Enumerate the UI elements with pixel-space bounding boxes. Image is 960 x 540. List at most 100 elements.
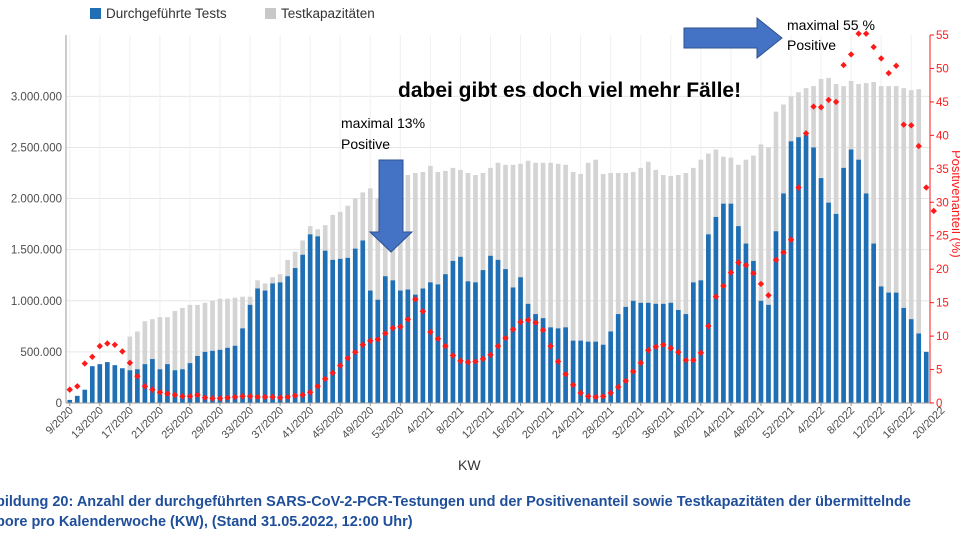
x-tick-label: 40/2021 xyxy=(670,405,707,442)
test-bar xyxy=(473,282,478,403)
positive-share-point xyxy=(599,393,607,400)
y2-tick-label: 35 xyxy=(936,164,949,176)
test-bar xyxy=(67,399,73,403)
test-bar xyxy=(120,368,125,403)
test-bar xyxy=(585,341,591,403)
positive-share-point xyxy=(276,394,284,401)
test-bar xyxy=(743,243,749,403)
positive-share-point xyxy=(239,393,246,400)
test-bar xyxy=(165,364,170,403)
y2-tick-label: 15 xyxy=(936,298,949,310)
test-bar xyxy=(721,203,726,403)
test-bar xyxy=(856,159,861,403)
test-bar xyxy=(848,149,854,403)
x-tick-label: 4/2022 xyxy=(795,405,827,437)
capacity-bar xyxy=(660,175,666,403)
mid-annotation-line2: Positive xyxy=(341,136,390,152)
capacity-bar xyxy=(886,86,892,403)
positive-share-point xyxy=(862,30,870,37)
y-tick-label: 3.000.000 xyxy=(11,91,62,103)
test-bar xyxy=(450,260,456,403)
positive-share-point xyxy=(269,393,276,401)
test-bar xyxy=(518,277,523,403)
test-bar xyxy=(555,328,561,403)
positive-share-point xyxy=(780,249,787,256)
test-bar xyxy=(736,226,741,403)
test-bar xyxy=(495,259,501,403)
positive-share-point xyxy=(892,62,900,69)
test-bar xyxy=(608,331,614,403)
test-bar xyxy=(788,141,794,404)
legend-swatch-capacity xyxy=(265,8,276,19)
positive-share-point xyxy=(126,359,134,367)
y-tick-label: 2.000.000 xyxy=(11,194,62,206)
test-bar xyxy=(803,135,809,403)
capacity-bar xyxy=(135,331,140,403)
test-bar xyxy=(570,340,576,403)
positive-share-points xyxy=(66,30,937,402)
capacity-bar xyxy=(413,173,418,403)
positive-share-point xyxy=(569,381,577,389)
test-bar xyxy=(307,234,313,403)
test-bar xyxy=(300,254,305,403)
test-bar xyxy=(345,257,351,403)
capacity-bar xyxy=(638,167,644,403)
positive-share-point xyxy=(367,337,374,344)
legend-label-capacity: Testkapazitäten xyxy=(281,6,375,21)
capacity-bar xyxy=(578,174,583,403)
test-bar xyxy=(82,389,88,403)
positive-share-point xyxy=(615,383,622,391)
positive-share-point xyxy=(502,334,509,342)
positive-share-point xyxy=(359,341,366,348)
test-bar xyxy=(811,147,816,403)
positive-share-point xyxy=(712,293,720,300)
positive-share-point xyxy=(637,359,644,367)
positive-share-point xyxy=(562,371,569,378)
capacity-bar xyxy=(563,164,568,403)
capacity-bar xyxy=(593,159,598,403)
positive-share-point xyxy=(539,326,547,334)
positive-share-point xyxy=(412,296,419,303)
test-bar xyxy=(217,349,223,403)
positive-share-point xyxy=(111,341,119,348)
positive-share-point xyxy=(524,316,532,324)
test-bar xyxy=(668,302,674,403)
test-bar xyxy=(443,274,448,403)
positive-share-point xyxy=(547,342,554,350)
test-bar xyxy=(615,314,621,403)
positive-share-point xyxy=(322,375,329,383)
test-bar xyxy=(630,300,636,403)
test-bar xyxy=(322,250,328,403)
capacity-bar xyxy=(533,162,538,403)
test-bar xyxy=(420,288,426,403)
capacity-bar xyxy=(766,147,771,403)
capacity-bar xyxy=(570,171,576,403)
positive-share-point xyxy=(735,259,742,266)
test-bar xyxy=(833,213,839,403)
positive-share-point xyxy=(344,354,351,362)
test-bar xyxy=(180,369,185,403)
positive-share-point xyxy=(171,391,179,399)
capacity-bar xyxy=(916,89,922,403)
positive-share-point xyxy=(817,104,825,111)
test-bar xyxy=(352,248,358,403)
test-bar xyxy=(548,327,553,403)
positive-share-point xyxy=(584,393,592,400)
test-bar xyxy=(262,290,268,403)
positive-share-point xyxy=(134,373,141,380)
positive-share-point xyxy=(870,43,877,51)
y-tick-label: 1.500.000 xyxy=(11,245,62,257)
headline: dabei gibt es doch viel mehr Fälle! xyxy=(398,79,741,102)
positive-share-point xyxy=(645,346,652,354)
legend-label-tests: Durchgeführte Tests xyxy=(106,6,227,21)
x-tick-label: 41/2020 xyxy=(280,405,317,442)
positive-share-point xyxy=(795,184,802,191)
y2-tick-label: 40 xyxy=(936,130,949,142)
test-bar xyxy=(247,304,253,403)
test-bar xyxy=(428,282,433,403)
positive-share-point xyxy=(479,355,487,363)
test-bar xyxy=(225,347,230,403)
positive-share-point xyxy=(261,393,269,401)
test-bar xyxy=(758,300,764,403)
y-tick-label: 500.000 xyxy=(20,347,62,359)
